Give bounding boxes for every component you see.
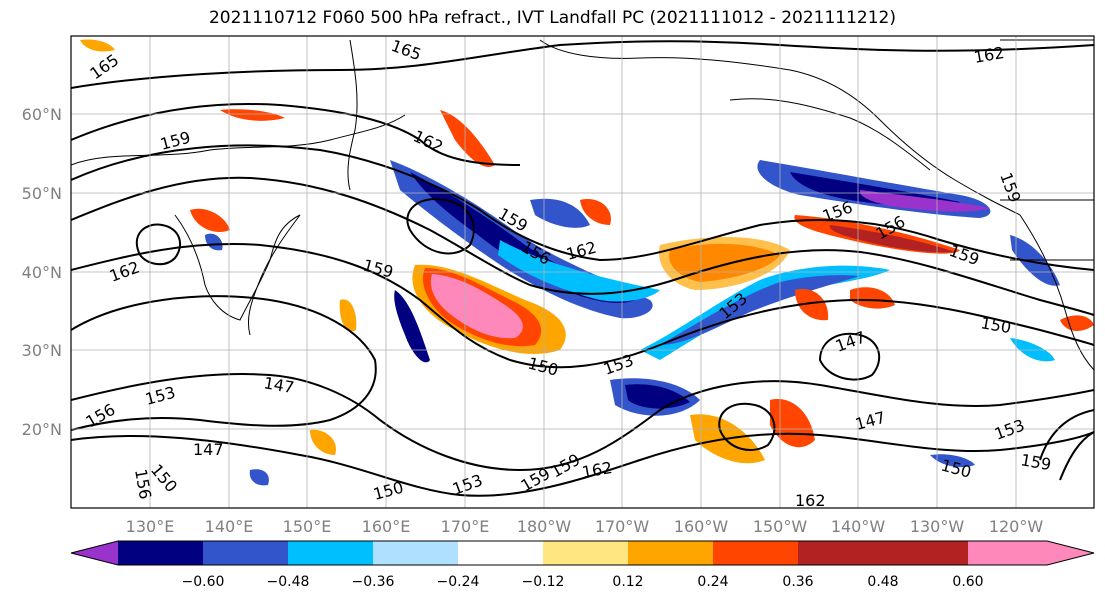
lat-label: 40°N bbox=[22, 263, 62, 282]
contour-label: 147 bbox=[193, 440, 224, 459]
colorbar-tick-label: 0.60 bbox=[952, 574, 983, 590]
lon-label: 170°E bbox=[441, 517, 490, 536]
lon-label: 150°W bbox=[753, 517, 808, 536]
lon-label: 160°W bbox=[674, 517, 729, 536]
lon-label: 130°W bbox=[910, 517, 965, 536]
colorbar-segment bbox=[458, 541, 543, 565]
colorbar-tick-label: −0.24 bbox=[437, 574, 480, 590]
colorbar-outline bbox=[70, 540, 1095, 566]
lon-label: 140°E bbox=[205, 517, 254, 536]
colorbar-segment bbox=[883, 541, 968, 565]
lat-label: 20°N bbox=[22, 420, 62, 439]
latitude-labels: 60°N 50°N 40°N 30°N 20°N bbox=[22, 105, 62, 439]
lon-label: 120°W bbox=[989, 517, 1044, 536]
colorbar-segment bbox=[713, 541, 798, 565]
lon-label: 170°W bbox=[595, 517, 650, 536]
colorbar-segment bbox=[288, 541, 373, 565]
lon-label: 150°E bbox=[283, 517, 332, 536]
lat-label: 60°N bbox=[22, 105, 62, 124]
colorbar-segment bbox=[373, 541, 458, 565]
colorbar-tick-label: 0.36 bbox=[782, 574, 813, 590]
colorbar-tick-label: −0.48 bbox=[267, 574, 310, 590]
map-title: 2021110712 F060 500 hPa refract., IVT La… bbox=[208, 8, 896, 28]
colorbar-segment bbox=[798, 541, 883, 565]
lat-label: 30°N bbox=[22, 341, 62, 360]
refractivity-shading bbox=[80, 39, 1094, 486]
colorbar-segment bbox=[203, 541, 288, 565]
height-contours bbox=[71, 40, 1094, 497]
map-border bbox=[70, 35, 1095, 509]
longitude-labels: 130°E 140°E 150°E 160°E 170°E 180°W 170°… bbox=[126, 517, 1044, 536]
colorbar-segment bbox=[118, 541, 203, 565]
colorbar-tick-labels: −0.60 −0.48 −0.36 −0.24 −0.12 0.12 0.24 … bbox=[182, 574, 984, 590]
colorbar-tick-label: −0.60 bbox=[182, 574, 225, 590]
colorbar-tick-label: 0.24 bbox=[697, 574, 728, 590]
lon-label: 130°E bbox=[126, 517, 175, 536]
colorbar-segment bbox=[543, 541, 628, 565]
colorbar-tick-label: −0.36 bbox=[352, 574, 395, 590]
colorbar bbox=[70, 540, 1095, 566]
lon-label: 180°W bbox=[517, 517, 572, 536]
colorbar-tick-label: 0.12 bbox=[612, 574, 643, 590]
colorbar-extend-max bbox=[968, 541, 1094, 565]
lon-label: 140°W bbox=[831, 517, 886, 536]
graticule bbox=[71, 36, 1094, 508]
colorbar-extend-min bbox=[71, 541, 118, 565]
colorbar-segment bbox=[628, 541, 713, 565]
lon-label: 160°E bbox=[362, 517, 411, 536]
colorbar-tick-label: 0.48 bbox=[867, 574, 898, 590]
contour-label: 162 bbox=[795, 491, 826, 510]
lat-label: 50°N bbox=[22, 184, 62, 203]
colorbar-tick-label: −0.12 bbox=[522, 574, 565, 590]
